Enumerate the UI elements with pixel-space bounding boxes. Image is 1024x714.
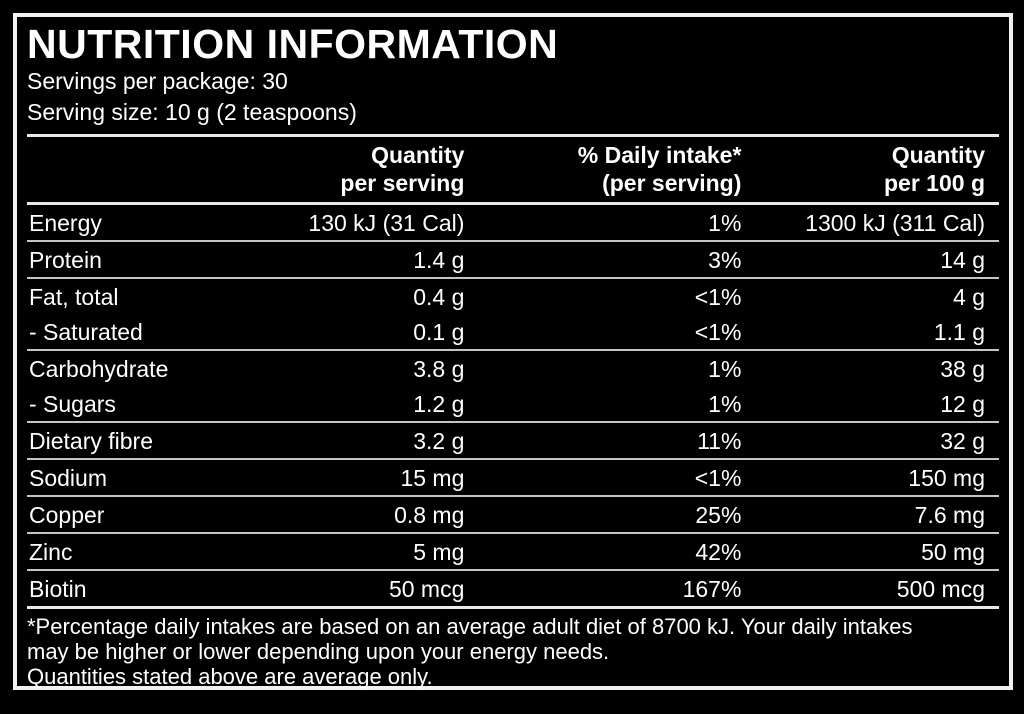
column-header-line: % Daily intake*	[577, 142, 742, 169]
table-row: Copper 0.8 mg 25% 7.6 mg	[27, 496, 999, 534]
column-header-per-serving: Quantity per serving	[270, 134, 465, 206]
cell-daily-intake: 167%	[682, 576, 742, 603]
cell-nutrient: Energy	[29, 210, 102, 237]
cell-nutrient: Sodium	[29, 465, 107, 492]
table-row: Fat, total 0.4 g <1% 4 g	[27, 278, 999, 314]
cell-per-100g: 38 g	[940, 356, 985, 383]
column-header-line: Quantity	[891, 142, 985, 169]
cell-nutrient: Zinc	[29, 539, 73, 566]
table-row: Sodium 15 mg <1% 150 mg	[27, 459, 999, 497]
cell-daily-intake: 1%	[708, 210, 742, 237]
table-row: - Saturated 0.1 g <1% 1.1 g	[27, 314, 999, 351]
table-row: Carbohydrate 3.8 g 1% 38 g	[27, 350, 999, 386]
table-row: Protein 1.4 g 3% 14 g	[27, 241, 999, 279]
cell-daily-intake: <1%	[694, 284, 742, 311]
cell-nutrient: - Sugars	[29, 391, 116, 418]
cell-daily-intake: 11%	[697, 428, 742, 455]
servings-per-package: Servings per package: 30	[27, 68, 288, 95]
cell-per-serving: 130 kJ (31 Cal)	[308, 210, 465, 237]
cell-daily-intake: 42%	[695, 539, 742, 566]
column-header-line: per 100 g	[884, 170, 985, 197]
cell-per-100g: 150 mg	[908, 465, 985, 492]
table-row: Biotin 50 mcg 167% 500 mcg	[27, 570, 999, 608]
column-header-line: per serving	[340, 170, 465, 197]
cell-per-100g: 1.1 g	[933, 319, 985, 346]
cell-per-serving: 15 mg	[400, 465, 465, 492]
table-header: Quantity per serving % Daily intake* (pe…	[27, 134, 999, 206]
table-row: Energy 130 kJ (31 Cal) 1% 1300 kJ (311 Cal)	[27, 204, 999, 242]
cell-per-serving: 0.4 g	[413, 284, 465, 311]
cell-daily-intake: 3%	[708, 247, 742, 274]
cell-per-serving: 1.2 g	[413, 391, 465, 418]
cell-per-serving: 3.8 g	[413, 356, 465, 383]
cell-per-100g: 12 g	[940, 391, 985, 418]
cell-per-100g: 1300 kJ (311 Cal)	[805, 210, 985, 237]
label-frame: NUTRITION INFORMATION Servings per packa…	[13, 13, 1013, 690]
column-header-line: (per serving)	[602, 170, 742, 197]
cell-nutrient: Dietary fibre	[29, 428, 153, 455]
nutrition-table: Quantity per serving % Daily intake* (pe…	[27, 134, 999, 609]
table-header-row: Quantity per serving % Daily intake* (pe…	[27, 134, 999, 206]
cell-per-serving: 0.8 mg	[394, 502, 465, 529]
cell-per-serving: 5 mg	[413, 539, 465, 566]
cell-nutrient: - Saturated	[29, 319, 143, 346]
cell-per-100g: 4 g	[953, 284, 985, 311]
cell-nutrient: Fat, total	[29, 284, 119, 311]
cell-per-serving: 3.2 g	[413, 428, 465, 455]
cell-daily-intake: 1%	[708, 391, 742, 418]
cell-nutrient: Carbohydrate	[29, 356, 169, 383]
footnote: *Percentage daily intakes are based on a…	[27, 609, 999, 689]
footnote-average: Quantities stated above are average only…	[27, 664, 433, 690]
column-header-line: Quantity	[371, 142, 465, 169]
serving-size: Serving size: 10 g (2 teaspoons)	[27, 99, 357, 126]
nutrition-table-body: Energy 130 kJ (31 Cal) 1% 1300 kJ (311 Cal)…	[27, 204, 999, 608]
cell-per-100g: 14 g	[940, 247, 985, 274]
cell-nutrient: Biotin	[29, 576, 87, 603]
table-row: - Sugars 1.2 g 1% 12 g	[27, 386, 999, 423]
cell-nutrient: Copper	[29, 502, 105, 529]
column-header-nutrient	[27, 134, 270, 206]
cell-daily-intake: <1%	[694, 319, 742, 346]
cell-per-100g: 7.6 mg	[914, 502, 985, 529]
cell-nutrient: Protein	[29, 247, 102, 274]
label-header: NUTRITION INFORMATION Servings per packa…	[27, 22, 999, 128]
footnote-daily-intake: *Percentage daily intakes are based on a…	[27, 614, 913, 665]
table-row: Dietary fibre 3.2 g 11% 32 g	[27, 422, 999, 460]
cell-per-serving: 50 mcg	[388, 576, 465, 603]
cell-daily-intake: 25%	[695, 502, 742, 529]
cell-per-100g: 50 mg	[921, 539, 985, 566]
cell-per-serving: 0.1 g	[413, 319, 465, 346]
cell-per-100g: 32 g	[940, 428, 985, 455]
cell-per-serving: 1.4 g	[413, 247, 465, 274]
column-header-daily-intake: % Daily intake* (per serving)	[464, 134, 742, 206]
column-header-per-100g: Quantity per 100 g	[741, 134, 999, 206]
page-title: NUTRITION INFORMATION	[27, 21, 559, 67]
table-row: Zinc 5 mg 42% 50 mg	[27, 533, 999, 571]
cell-daily-intake: <1%	[694, 465, 742, 492]
cell-per-100g: 500 mcg	[896, 576, 985, 603]
cell-daily-intake: 1%	[708, 356, 742, 383]
